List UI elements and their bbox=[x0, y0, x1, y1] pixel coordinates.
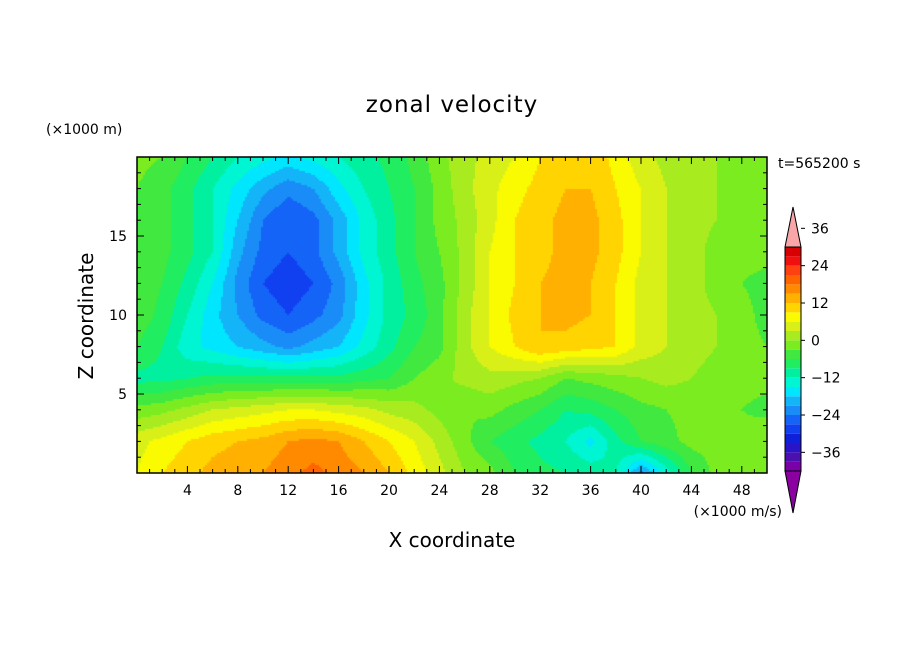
colorbar-tick-label: 36 bbox=[811, 221, 829, 237]
colorbar-cell bbox=[785, 424, 801, 434]
colorbar-tick-label: 24 bbox=[811, 259, 829, 275]
x-tick-label: 44 bbox=[682, 483, 700, 499]
x-axis-label: X coordinate bbox=[389, 528, 516, 552]
y-axis: 5 10 15 bbox=[109, 172, 767, 458]
colorbar-cell bbox=[785, 405, 801, 415]
colorbar-cell bbox=[785, 415, 801, 425]
colorbar-cell bbox=[785, 443, 801, 453]
colorbar-cell bbox=[785, 396, 801, 406]
x-axis: 4 8 12 16 20 24 28 32 36 40 44 48 bbox=[149, 157, 755, 499]
colorbar-cell bbox=[785, 340, 801, 350]
colorbar: 36 24 12 0 −12 −24 −36 bbox=[784, 206, 841, 514]
colorbar-over-arrow bbox=[784, 206, 802, 248]
x-tick-label: 48 bbox=[733, 483, 751, 499]
x-scale-note: (×1000 m/s) bbox=[694, 504, 782, 520]
x-tick-label: 32 bbox=[531, 483, 549, 499]
colorbar-cell bbox=[785, 293, 801, 303]
colorbar-tick-label: 12 bbox=[811, 296, 829, 312]
time-label: t=565200 s bbox=[778, 156, 860, 172]
x-tick-label: 36 bbox=[582, 483, 600, 499]
y-tick-label: 5 bbox=[118, 387, 127, 403]
colorbar-cell bbox=[785, 321, 801, 331]
x-tick-label: 12 bbox=[279, 483, 297, 499]
x-tick-label: 4 bbox=[183, 483, 192, 499]
x-tick-label: 8 bbox=[233, 483, 242, 499]
colorbar-cell bbox=[785, 247, 801, 257]
y-tick-label: 10 bbox=[109, 308, 127, 324]
colorbar-cell bbox=[785, 452, 801, 462]
x-tick-label: 28 bbox=[481, 483, 499, 499]
colorbar-cell bbox=[785, 377, 801, 387]
colorbar-cell bbox=[785, 368, 801, 378]
colorbar-tick-label: −24 bbox=[811, 408, 841, 424]
velocity-field-image bbox=[137, 157, 767, 473]
x-tick-label: 40 bbox=[632, 483, 650, 499]
colorbar-cell bbox=[785, 349, 801, 359]
x-tick-label: 24 bbox=[430, 483, 448, 499]
y-tick-label: 15 bbox=[109, 229, 127, 245]
colorbar-cell bbox=[785, 265, 801, 275]
colorbar-cell bbox=[785, 433, 801, 443]
colorbar-tick-label: 0 bbox=[811, 333, 820, 349]
chart-title: zonal velocity bbox=[366, 92, 538, 118]
colorbar-under-arrow bbox=[784, 470, 802, 514]
colorbar-cell bbox=[785, 275, 801, 285]
colorbar-cell bbox=[785, 284, 801, 294]
x-tick-label: 20 bbox=[380, 483, 398, 499]
colorbar-cell bbox=[785, 331, 801, 341]
colorbar-frame bbox=[784, 246, 802, 472]
velocity-field bbox=[137, 157, 767, 473]
colorbar-cell bbox=[785, 359, 801, 369]
y-axis-label: Z coordinate bbox=[74, 253, 98, 380]
colorbar-tick-label: −36 bbox=[811, 445, 841, 461]
y-scale-note: (×1000 m) bbox=[46, 122, 122, 138]
colorbar-cell bbox=[785, 312, 801, 322]
colorbar-cell bbox=[785, 387, 801, 397]
colorbar-cell bbox=[785, 256, 801, 266]
colorbar-cell bbox=[785, 303, 801, 313]
x-tick-label: 16 bbox=[330, 483, 348, 499]
colorbar-cell bbox=[785, 461, 801, 471]
colorbar-tick-label: −12 bbox=[811, 371, 841, 387]
